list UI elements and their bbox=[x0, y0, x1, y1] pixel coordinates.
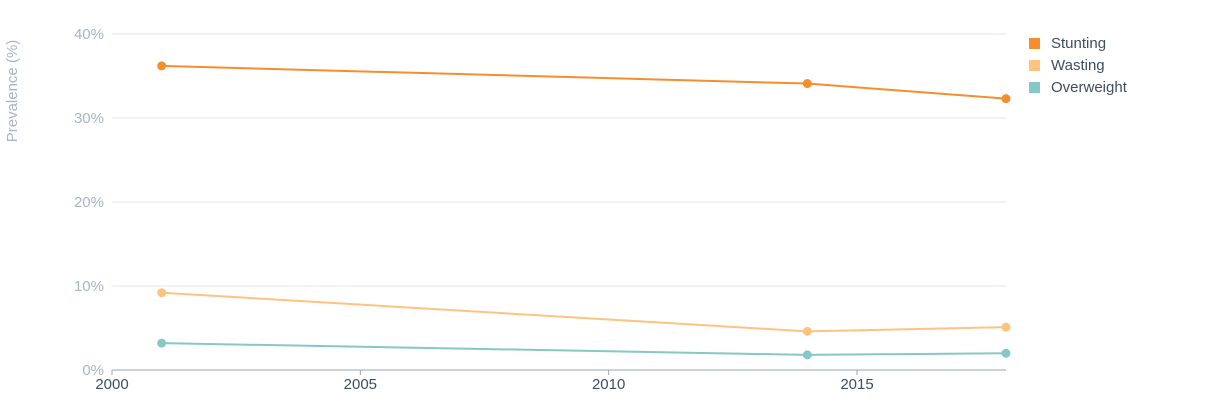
data-point[interactable] bbox=[157, 288, 167, 298]
legend-item-overweight[interactable]: Overweight bbox=[1029, 79, 1128, 96]
x-tick-label: 2015 bbox=[840, 376, 873, 393]
legend-label: Wasting bbox=[1051, 57, 1105, 74]
series-lines bbox=[157, 61, 1011, 360]
y-axis-label: Prevalence (%) bbox=[4, 40, 21, 143]
x-tick-label: 2000 bbox=[95, 376, 128, 393]
series-line bbox=[161, 64, 1007, 100]
y-tick-label: 10% bbox=[74, 278, 104, 295]
legend-label: Stunting bbox=[1051, 35, 1106, 52]
y-tick-label: 20% bbox=[74, 194, 104, 211]
data-point[interactable] bbox=[1001, 348, 1011, 358]
data-point[interactable] bbox=[157, 61, 167, 71]
data-point[interactable] bbox=[802, 326, 812, 336]
legend-swatch bbox=[1029, 82, 1040, 93]
legend-item-stunting[interactable]: Stunting bbox=[1029, 35, 1106, 52]
legend-swatch bbox=[1029, 60, 1040, 71]
data-point[interactable] bbox=[1001, 322, 1011, 332]
legend-swatch bbox=[1029, 38, 1040, 49]
series-overweight bbox=[157, 338, 1011, 360]
x-axis-ticks: 2000 2005 2010 2015 bbox=[95, 370, 874, 393]
grid-lines bbox=[112, 33, 1006, 371]
legend-item-wasting[interactable]: Wasting bbox=[1029, 57, 1105, 74]
data-point[interactable] bbox=[802, 350, 812, 360]
y-tick-label: 0% bbox=[82, 362, 104, 379]
data-point[interactable] bbox=[157, 338, 167, 348]
y-tick-label: 40% bbox=[74, 26, 104, 43]
series-line bbox=[161, 291, 1007, 333]
data-point[interactable] bbox=[802, 79, 812, 89]
legend: Stunting Wasting Overweight bbox=[1029, 35, 1128, 96]
x-tick-label: 2010 bbox=[592, 376, 625, 393]
data-point[interactable] bbox=[1001, 94, 1011, 104]
series-stunting bbox=[157, 61, 1011, 104]
y-axis-ticks: 0% 10% 20% 30% 40% bbox=[74, 26, 104, 379]
series-line bbox=[161, 342, 1007, 356]
x-tick-label: 2005 bbox=[344, 376, 377, 393]
y-tick-label: 30% bbox=[74, 110, 104, 127]
series-wasting bbox=[157, 288, 1011, 336]
legend-label: Overweight bbox=[1051, 79, 1128, 96]
